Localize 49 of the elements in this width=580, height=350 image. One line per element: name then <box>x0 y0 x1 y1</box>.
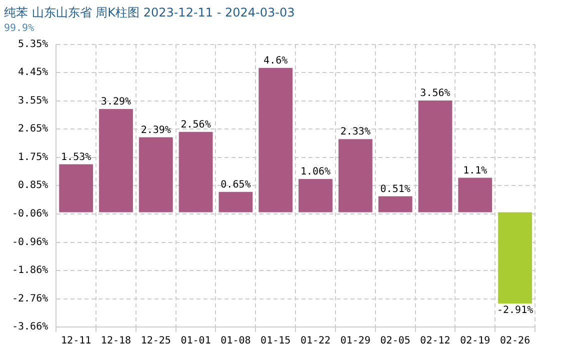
bar <box>178 132 213 212</box>
bar <box>498 212 532 304</box>
data-label: 1.06% <box>300 166 331 178</box>
bar <box>258 68 293 212</box>
bar <box>99 109 133 212</box>
x-tick-label: 02-26 <box>500 336 530 347</box>
x-tick-label: 01-15 <box>260 336 291 347</box>
y-tick-label: 3.55% <box>18 95 48 106</box>
data-label: 2.33% <box>340 126 370 138</box>
data-label: 0.65% <box>220 179 251 190</box>
x-tick-label: 12-25 <box>140 336 171 347</box>
bar <box>298 178 332 212</box>
x-tick-label: 02-19 <box>460 336 490 347</box>
x-tick-label: 12-18 <box>100 336 132 347</box>
bar <box>218 192 253 212</box>
x-tick-label: 01-29 <box>340 336 370 347</box>
bar <box>138 137 173 212</box>
y-tick-label: 4.45% <box>18 67 48 78</box>
x-tick-label: 01-08 <box>220 336 251 347</box>
bar <box>458 178 492 212</box>
data-label: 2.39% <box>140 124 171 136</box>
data-label: 2.56% <box>180 120 211 131</box>
y-tick-label: 0.85% <box>18 180 48 192</box>
data-label: 1.53% <box>61 152 92 163</box>
data-label: 3.29% <box>100 96 132 108</box>
y-tick-label: -3.66% <box>12 322 48 333</box>
chart-title: 纯苯 山东山东省 周K柱图 2023-12-11 - 2024-03-03 <box>4 5 295 20</box>
y-tick-label: -1.86% <box>12 265 48 276</box>
x-tick-label: 01-01 <box>180 336 211 347</box>
data-label: 4.6% <box>264 56 288 67</box>
x-tick-label: 02-05 <box>380 336 410 347</box>
data-label: 1.1% <box>463 165 488 176</box>
y-tick-label: -0.96% <box>12 236 48 248</box>
x-tick-label: 02-12 <box>420 336 450 347</box>
data-label: 3.56% <box>420 88 450 100</box>
x-tick-label: 01-22 <box>300 336 331 347</box>
bar <box>59 164 94 212</box>
y-tick-label: 5.35% <box>18 38 48 50</box>
bar <box>338 139 372 212</box>
chart-subtitle: 99.9% <box>4 22 34 34</box>
y-tick-label: 2.65% <box>18 124 48 135</box>
data-label: -2.91% <box>496 305 534 316</box>
data-label: 0.51% <box>380 184 410 195</box>
bar <box>378 196 412 212</box>
y-tick-label: 1.75% <box>18 152 48 163</box>
x-tick-label: 12-11 <box>61 336 92 347</box>
y-tick-label: -0.06% <box>12 208 48 220</box>
y-tick-label: -2.76% <box>12 293 48 304</box>
bar <box>418 100 452 212</box>
